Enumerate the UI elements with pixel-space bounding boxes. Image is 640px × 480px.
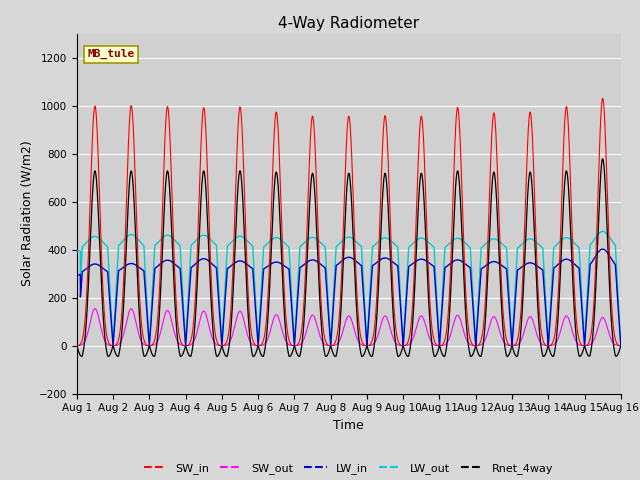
X-axis label: Time: Time — [333, 419, 364, 432]
Legend: SW_in, SW_out, LW_in, LW_out, Rnet_4way: SW_in, SW_out, LW_in, LW_out, Rnet_4way — [140, 458, 558, 478]
Title: 4-Way Radiometer: 4-Way Radiometer — [278, 16, 419, 31]
Text: MB_tule: MB_tule — [88, 49, 135, 59]
Y-axis label: Solar Radiation (W/m2): Solar Radiation (W/m2) — [20, 141, 33, 287]
